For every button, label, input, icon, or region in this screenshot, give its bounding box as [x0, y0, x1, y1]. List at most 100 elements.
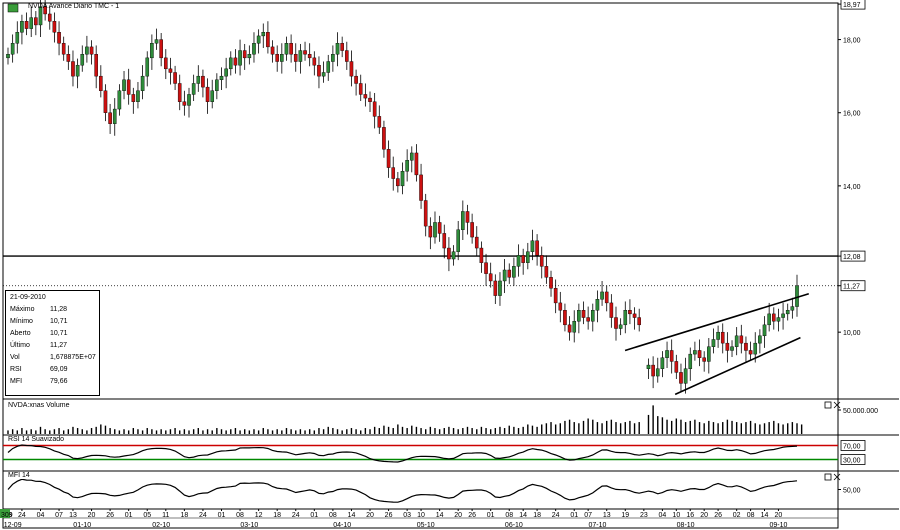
collapse-icon[interactable] [824, 401, 832, 409]
y-tick-box [840, 280, 866, 292]
candle-body [795, 285, 799, 307]
volume-bar [541, 424, 543, 434]
volume-bar [768, 422, 770, 434]
candle-body [581, 310, 586, 318]
volume-bar [494, 428, 497, 434]
volume-bar [216, 428, 218, 434]
candle-body [219, 75, 224, 81]
candle-body [549, 277, 553, 289]
y-tick-box [840, 250, 866, 262]
volume-bar [257, 430, 260, 434]
volume-bar [517, 428, 520, 434]
x-tick-label: 24 [18, 512, 26, 519]
x-tick-label: 08 [505, 512, 513, 519]
info-label: Último [10, 342, 30, 349]
candle-body [526, 251, 530, 263]
volume-bar [373, 426, 376, 434]
volume-bar [123, 429, 125, 434]
volume-bar [661, 417, 664, 434]
candle-body [484, 262, 488, 274]
mfi-pane-title[interactable]: MFI 14 [8, 472, 30, 479]
x-tick-label: 26 [385, 512, 393, 519]
volume-bar [90, 428, 93, 434]
candle-body [210, 90, 215, 102]
x-tick-label: 07 [55, 512, 63, 519]
volume-bar [211, 430, 213, 434]
candle-body [758, 335, 762, 344]
candle-body [437, 222, 442, 234]
volume-bar [137, 429, 139, 434]
candle-body [488, 273, 493, 282]
x-tick-label: 05 [143, 512, 151, 519]
volume-bar [197, 428, 199, 434]
info-value: 69,09 [50, 366, 68, 373]
volume-bar [355, 429, 357, 434]
volume-bar [341, 430, 343, 434]
x-tick-label: 02 [733, 512, 741, 519]
volume-bar [499, 426, 501, 434]
candle-body [595, 299, 600, 311]
candle-body [335, 43, 340, 55]
candle-body [563, 310, 567, 326]
chart-icon[interactable] [7, 3, 19, 13]
candle-body [136, 90, 140, 102]
candle-body [767, 313, 771, 326]
volume-bar [657, 416, 659, 434]
volume-pane-title[interactable]: NVDA:xnas Volume [8, 402, 70, 409]
candle-body [693, 350, 697, 355]
candle-body [10, 43, 15, 55]
y-tick-box [840, 454, 866, 465]
candle-body [405, 160, 409, 172]
volume-bar [420, 428, 422, 434]
candle-body [646, 364, 651, 369]
volume-bar [322, 429, 325, 434]
close-icon[interactable] [833, 401, 841, 409]
x-month-label: 01-10 [73, 522, 91, 529]
volume-bar [290, 429, 292, 434]
trend-channel-upper [624, 292, 810, 352]
price-pane-title[interactable]: NVDA Avance Diário TMC - 1 [28, 3, 120, 10]
close-icon[interactable] [833, 473, 841, 481]
volume-bar [777, 423, 780, 434]
volume-bar [169, 429, 172, 434]
volume-y-tick-label: 50.000.000 [843, 408, 878, 415]
volume-bar [109, 428, 111, 434]
volume-bar [346, 429, 348, 434]
candle-body [725, 342, 730, 351]
collapse-icon[interactable] [824, 473, 832, 481]
volume-bar [800, 424, 803, 434]
x-tick-label: 18 [180, 512, 188, 519]
volume-bar [244, 429, 246, 434]
volume-bar [253, 429, 255, 434]
volume-bar [146, 428, 148, 434]
candle-body [163, 57, 168, 70]
candle-body [544, 266, 549, 278]
volume-bar [132, 428, 135, 434]
info-value: 11,27 [50, 342, 67, 349]
candle-body [85, 46, 89, 55]
volume-bar [773, 420, 775, 434]
volume-bar [49, 430, 51, 434]
volume-bar [578, 423, 580, 434]
candle-body [748, 350, 753, 355]
candle-body [572, 320, 577, 333]
candle-body [354, 75, 358, 84]
candle-body [280, 54, 284, 62]
volume-bar [30, 429, 32, 434]
candle-body [493, 280, 498, 296]
volume-bar [100, 424, 102, 434]
volume-bar [619, 423, 622, 434]
volume-bar [429, 426, 432, 434]
y-tick-label: 10,00 [843, 330, 861, 337]
volume-bar [387, 426, 390, 434]
volume-bar [118, 430, 121, 434]
candle-body [326, 61, 331, 73]
volume-bar [174, 428, 176, 434]
volume-bar [35, 430, 37, 434]
rsi-pane-title[interactable]: RSI 14 Suavizado [8, 436, 65, 443]
volume-bar [285, 428, 288, 434]
mfi-line [7, 478, 798, 503]
x-month-label: 07-10 [588, 522, 606, 529]
volume-bar [114, 429, 116, 434]
